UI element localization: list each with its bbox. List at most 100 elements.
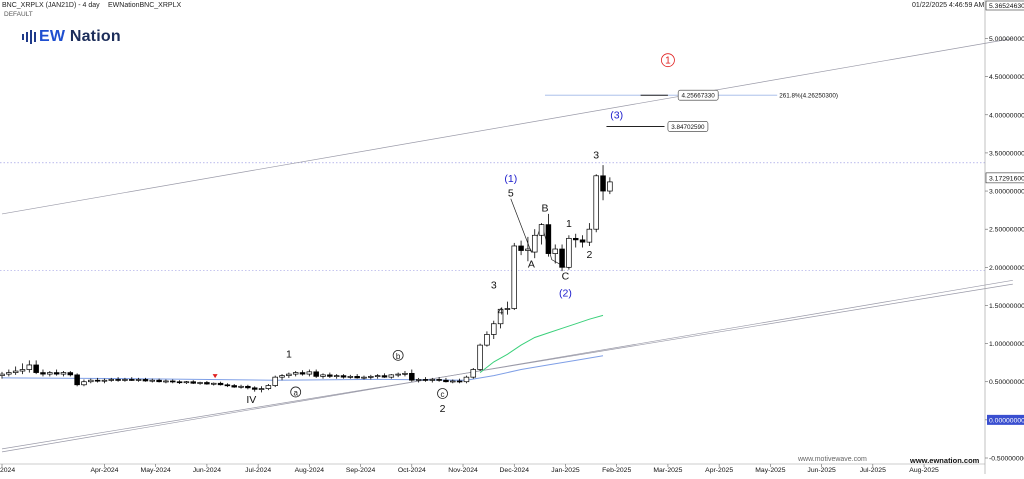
- time-tick-label: Apr-2024: [90, 467, 118, 474]
- candle-body-up: [333, 375, 340, 377]
- candle-body-up: [279, 375, 285, 378]
- channel-line: [1, 283, 1013, 450]
- candle: [374, 374, 381, 379]
- candle-body-up: [395, 373, 401, 376]
- candle-body-down: [381, 375, 388, 378]
- time-tick-label: Aug-2024: [295, 467, 325, 474]
- wave-label-text: a: [293, 388, 298, 397]
- candle: [559, 244, 565, 272]
- candle: [245, 384, 251, 390]
- price-tick-label: 4.50000000: [989, 74, 1024, 81]
- time-tick-label: 2024: [0, 467, 15, 474]
- candle: [320, 373, 326, 379]
- time-tick-label: Jan-2025: [551, 467, 580, 474]
- candle: [607, 177, 613, 195]
- candle: [163, 379, 169, 384]
- time-tick-label: Sep-2024: [346, 467, 376, 474]
- candle: [600, 165, 606, 201]
- candle: [40, 369, 46, 377]
- candle: [6, 369, 12, 377]
- candle: [593, 174, 599, 233]
- wave-label-text: c: [441, 390, 445, 399]
- current-price-tag-box: [985, 172, 1024, 184]
- logo-text: EW Nation: [39, 28, 121, 45]
- candle-body-up: [593, 175, 599, 230]
- candle: [122, 377, 128, 382]
- candle-body-down: [217, 382, 224, 386]
- price-tick-label: 2.50000000: [989, 227, 1024, 234]
- candle-body-down: [545, 224, 552, 254]
- candle-body-up: [0, 373, 5, 376]
- candle-body-up: [122, 379, 128, 381]
- candle-body-down: [245, 385, 251, 389]
- candle: [511, 242, 518, 311]
- candle: [265, 384, 272, 391]
- candle: [176, 380, 183, 385]
- candle-body-down: [422, 379, 429, 381]
- time-tick-label: Jul-2024: [245, 467, 271, 474]
- candle-body-up: [402, 372, 408, 375]
- time-tick-label: Dec-2024: [500, 467, 530, 474]
- candle-body-up: [470, 369, 477, 378]
- candle-body-down: [354, 376, 360, 379]
- ema-fast-line: [479, 314, 604, 373]
- candle-body-up: [374, 375, 381, 377]
- candle-body-down: [204, 382, 210, 385]
- wave-label-circle: [437, 388, 448, 399]
- top-price-tag: 5.36524630: [989, 3, 1024, 10]
- candle-body-up: [504, 308, 511, 310]
- candle: [251, 386, 258, 392]
- source-label: EWNationBNC_XRPLX: [108, 2, 182, 9]
- candle-body-down: [129, 379, 135, 381]
- candle-body-up: [163, 380, 169, 383]
- candle: [88, 378, 94, 384]
- wave-label: IV: [246, 394, 256, 406]
- candle-body-up: [183, 381, 190, 384]
- price-tick-label: -0.50000000: [989, 456, 1024, 463]
- timestamp: 01/22/2025 4:46:59 AM: [912, 2, 985, 9]
- ema-slow-line: [1, 355, 604, 381]
- candle-body-down: [142, 379, 149, 382]
- candle-body-up: [538, 224, 545, 236]
- fib-level-tag-box: [677, 89, 719, 101]
- candle: [190, 380, 196, 385]
- candle-body-up: [108, 379, 115, 381]
- time-axis[interactable]: 2024 Apr-2024 May-2024 Jun-2024 Jul-2024 Aug-…: [0, 463, 985, 474]
- time-tick-label: May-2024: [141, 467, 171, 474]
- candle: [47, 371, 53, 377]
- candle-body-up: [450, 380, 456, 383]
- candle: [415, 377, 422, 383]
- candle-body-down: [340, 375, 347, 378]
- candle: [586, 223, 593, 246]
- candle-body-up: [429, 379, 436, 381]
- candle: [129, 377, 135, 381]
- candle: [361, 375, 367, 380]
- candle-body-up: [272, 376, 278, 386]
- candle: [354, 374, 360, 379]
- candle-body-up: [286, 373, 292, 376]
- trendline-layer: [1, 38, 1013, 453]
- price-axis[interactable]: 5.00000000 4.50000000 4.00000000 3.50000000…: [984, 0, 1024, 474]
- candle-body-up: [135, 379, 142, 381]
- candle: [518, 240, 524, 256]
- time-tick-label: Jun-2025: [807, 467, 836, 474]
- candle: [108, 377, 115, 382]
- candle: [286, 372, 292, 378]
- wave-label: a: [290, 386, 302, 397]
- moving-average-layer: [1, 314, 604, 381]
- candle: [26, 360, 33, 373]
- wave-label: A: [528, 258, 535, 270]
- time-tick-label: Aug-2025: [909, 467, 939, 474]
- candle: [292, 371, 299, 377]
- candle-body-up: [525, 248, 531, 251]
- wave-label: 5: [508, 187, 514, 199]
- candle-body-up: [258, 388, 265, 390]
- candle-body-up: [60, 372, 67, 375]
- wave-label: 1: [566, 218, 572, 230]
- candle-body-up: [368, 376, 374, 378]
- candle-body-down: [74, 374, 80, 386]
- wave-label-circle: [392, 349, 404, 361]
- wave-label-text: 1: [665, 56, 671, 67]
- candle: [436, 377, 442, 382]
